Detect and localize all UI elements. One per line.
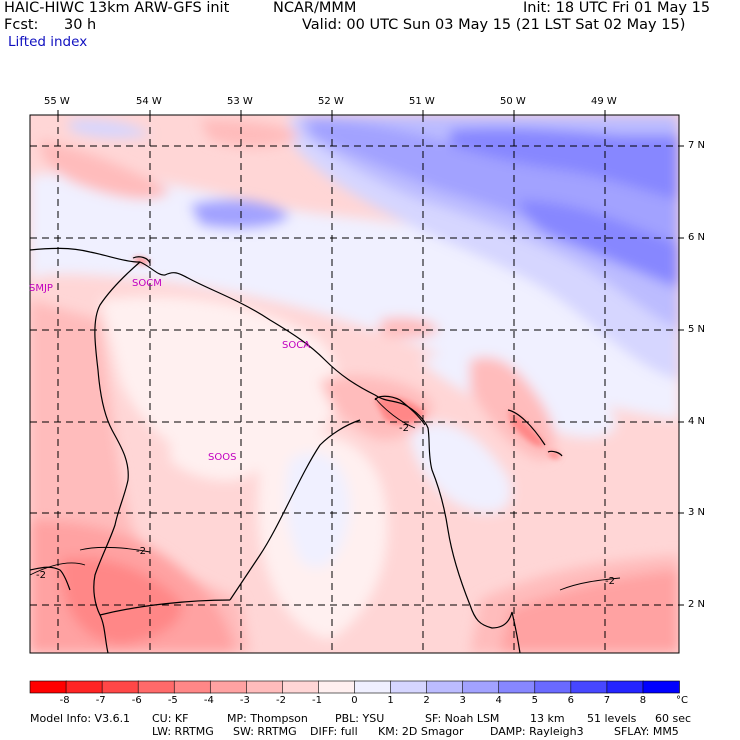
colorbar-swatch	[498, 680, 536, 694]
colorbar-swatch	[282, 680, 320, 694]
colorbar-swatch	[209, 680, 248, 694]
colorbar-tick-label: 2	[423, 695, 430, 706]
colorbar-swatch	[426, 680, 464, 694]
footer-timestep: 60 sec	[655, 712, 692, 725]
lat-label: 7 N	[688, 140, 706, 151]
contour-label: -2	[36, 570, 46, 581]
valid-time: Valid: 00 UTC Sun 03 May 15 (21 LST Sat …	[302, 17, 686, 33]
colorbar-swatch	[318, 680, 356, 694]
station-label-soos: SOOS	[208, 452, 237, 463]
axis-ticks	[57, 110, 684, 606]
contour-label: -2	[136, 546, 146, 557]
colorbar-swatch	[173, 680, 212, 694]
lat-label: 3 N	[688, 507, 706, 518]
colorbar-swatch	[65, 680, 103, 694]
field-name: Lifted index	[8, 34, 88, 50]
colorbar-swatch	[29, 680, 67, 694]
footer-model-info: Model Info: V3.6.1	[30, 712, 131, 725]
colorbar-tick-label: 1	[387, 695, 394, 706]
map-frame	[29, 114, 680, 654]
lat-lon-grid	[30, 115, 679, 653]
lon-label: 53 W	[227, 96, 253, 107]
footer-km: KM: 2D Smagor	[378, 725, 464, 738]
shaded-field	[30, 115, 679, 653]
forecast-label: Fcst:	[4, 17, 39, 33]
colorbar-tick-label: -3	[239, 695, 250, 706]
contour-label: -2	[399, 423, 409, 434]
colorbar-swatch	[246, 680, 284, 694]
footer-levels: 51 levels	[587, 712, 637, 725]
lat-label: 4 N	[688, 416, 706, 427]
footer-resolution: 13 km	[530, 712, 565, 725]
colorbar-swatch	[606, 680, 644, 694]
footer-surface: SF: Noah LSM	[425, 712, 500, 725]
colorbar-tick-label: -2	[275, 695, 286, 706]
lat-label: 5 N	[688, 324, 706, 335]
colorbar-unit: °C	[676, 695, 688, 706]
colorbar-tick-label: 5	[531, 695, 538, 706]
colorbar-swatch	[642, 680, 680, 694]
colorbar-tick-label: 3	[459, 695, 466, 706]
colorbar-tick-label: -8	[59, 695, 70, 706]
footer-surface-layer: SFLAY: MM5	[614, 725, 679, 738]
colorbar-swatch	[390, 680, 428, 694]
colorbar	[29, 680, 680, 694]
colorbar-tick-label: 7	[603, 695, 611, 706]
lon-label: 52 W	[318, 96, 344, 107]
coastline	[30, 247, 563, 653]
colorbar-tick-label: -4	[203, 695, 214, 706]
station-label-soca: SOCA	[282, 340, 311, 351]
colorbar-swatch	[462, 680, 500, 694]
lon-label: 55 W	[44, 96, 70, 107]
model-title: HAIC-HIWC 13km ARW-GFS init	[4, 0, 230, 16]
organization-label: NCAR/MMM	[273, 0, 357, 16]
contour-label: -2	[605, 576, 615, 587]
colorbar-swatch	[534, 680, 572, 694]
colorbar-tick-label: -7	[95, 695, 106, 706]
lat-label: 2 N	[688, 599, 706, 610]
footer-damping: DAMP: Rayleigh3	[490, 725, 584, 738]
lon-label: 50 W	[500, 96, 526, 107]
colorbar-swatch	[570, 680, 608, 694]
colorbar-swatch	[101, 680, 139, 694]
colorbar-swatch	[137, 680, 176, 694]
forecast-hour: 30 h	[64, 17, 97, 33]
colorbar-tick-label: -5	[167, 695, 178, 706]
init-time: Init: 18 UTC Fri 01 May 15	[523, 0, 711, 16]
lon-label: 54 W	[136, 96, 162, 107]
colorbar-tick-label: 4	[495, 695, 502, 706]
footer-cumulus: CU: KF	[152, 712, 189, 725]
footer-microphysics: MP: Thompson	[227, 712, 308, 725]
lon-label: 49 W	[591, 96, 617, 107]
footer-shortwave: SW: RRTMG	[233, 725, 297, 738]
colorbar-tick-label: 0	[351, 695, 358, 706]
colorbar-swatch	[354, 680, 392, 694]
lat-label: 6 N	[688, 232, 706, 243]
footer-longwave: LW: RRTMG	[152, 725, 214, 738]
colorbar-tick-label: 6	[567, 695, 574, 706]
station-label-smjp: SMJP	[29, 283, 53, 294]
lon-label: 51 W	[409, 96, 435, 107]
colorbar-tick-label: 8	[639, 695, 647, 706]
colorbar-tick-label: -6	[131, 695, 142, 706]
footer-pbl: PBL: YSU	[335, 712, 385, 725]
footer-diffusion: DIFF: full	[310, 725, 358, 738]
station-label-socm: SOCM	[132, 278, 162, 289]
colorbar-tick-label: -1	[312, 695, 323, 706]
contour-lines	[30, 397, 621, 591]
